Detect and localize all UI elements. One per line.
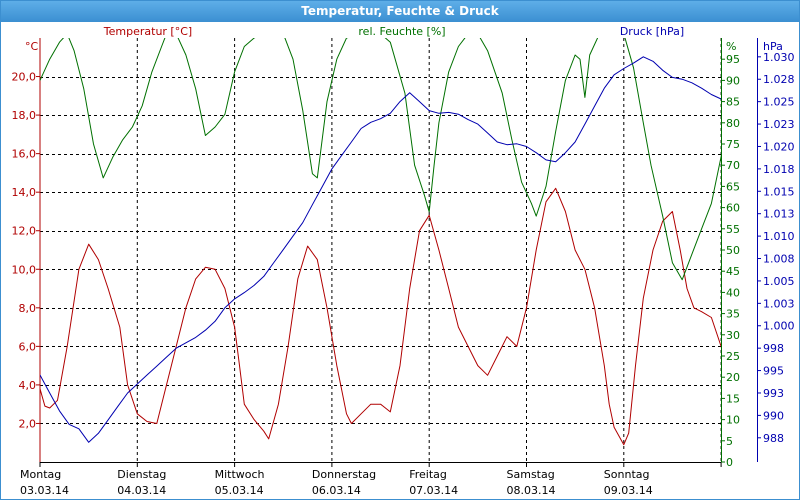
x-tick-day-label: Mittwoch xyxy=(215,468,265,481)
x-tick-day-label: Samstag xyxy=(507,468,555,481)
grid-lines xyxy=(40,38,722,462)
pressure-tick-label: 1.028 xyxy=(763,73,795,86)
temperature-tick-label: 12,0 xyxy=(12,225,37,238)
humidity-tick-label: 65 xyxy=(726,180,740,193)
humidity-tick-label: 5 xyxy=(726,435,733,448)
temperature-tick-label: 10,0 xyxy=(12,263,37,276)
x-tick-date-label: 05.03.14 xyxy=(215,484,264,497)
temperature-tick-label: 16,0 xyxy=(12,148,37,161)
pressure-tick-label: 1.018 xyxy=(763,163,795,176)
chart-title: Temperatur, Feuchte & Druck xyxy=(1,1,799,22)
pressure-unit-label: hPa xyxy=(763,40,783,53)
pressure-tick-label: 1.003 xyxy=(763,297,795,310)
pressure-tick-label: 1.005 xyxy=(763,275,795,288)
tick-labels: Montag03.03.14Dienstag04.03.14Mittwoch05… xyxy=(12,51,795,497)
pressure-line xyxy=(40,56,721,443)
pressure-tick-label: 1.008 xyxy=(763,253,795,266)
x-tick-date-label: 07.03.14 xyxy=(409,484,458,497)
pressure-tick-label: 993 xyxy=(763,387,784,400)
pressure-tick-label: 1.000 xyxy=(763,320,795,333)
humidity-tick-label: 55 xyxy=(726,223,740,236)
humidity-tick-label: 40 xyxy=(726,286,740,299)
temperature-tick-label: 2,0 xyxy=(19,417,37,430)
humidity-tick-label: 35 xyxy=(726,308,740,321)
humidity-tick-label: 0 xyxy=(726,456,733,469)
pressure-tick-label: 995 xyxy=(763,365,784,378)
pressure-axis-title: Druck [hPa] xyxy=(620,25,684,38)
humidity-tick-label: 20 xyxy=(726,371,740,384)
pressure-tick-label: 1.023 xyxy=(763,118,795,131)
humidity-tick-label: 25 xyxy=(726,350,740,363)
axes xyxy=(36,38,761,467)
humidity-tick-label: 90 xyxy=(726,74,740,87)
axis-headers: °C Temperatur [°C] rel. Feuchte [%] Druck [… xyxy=(25,25,783,53)
x-tick-day-label: Sonntag xyxy=(604,468,650,481)
x-tick-day-label: Donnerstag xyxy=(312,468,376,481)
humidity-line xyxy=(40,38,721,281)
x-tick-date-label: 06.03.14 xyxy=(312,484,361,497)
pressure-tick-label: 1.030 xyxy=(763,51,795,64)
temperature-tick-label: 18,0 xyxy=(12,109,37,122)
pressure-tick-label: 998 xyxy=(763,342,784,355)
temperature-tick-label: 6,0 xyxy=(19,340,37,353)
x-tick-date-label: 09.03.14 xyxy=(604,484,653,497)
x-tick-date-label: 04.03.14 xyxy=(117,484,166,497)
humidity-tick-label: 60 xyxy=(726,202,740,215)
temperature-axis-title: Temperatur [°C] xyxy=(103,25,192,38)
temperature-tick-label: 14,0 xyxy=(12,186,37,199)
temperature-line xyxy=(40,187,721,446)
series-lines xyxy=(40,38,721,446)
humidity-tick-label: 10 xyxy=(726,414,740,427)
temperature-tick-label: 20,0 xyxy=(12,71,37,84)
temperature-tick-label: 4,0 xyxy=(19,379,37,392)
humidity-tick-label: 70 xyxy=(726,159,740,172)
humidity-axis-title: rel. Feuchte [%] xyxy=(358,25,445,38)
humidity-tick-label: 80 xyxy=(726,117,740,130)
humidity-tick-label: 45 xyxy=(726,265,740,278)
humidity-tick-label: 85 xyxy=(726,96,740,109)
humidity-tick-label: 95 xyxy=(726,53,740,66)
pressure-tick-label: 1.025 xyxy=(763,96,795,109)
humidity-tick-label: 50 xyxy=(726,244,740,257)
pressure-tick-label: 1.020 xyxy=(763,140,795,153)
temperature-unit-label: °C xyxy=(25,40,39,53)
pressure-tick-label: 988 xyxy=(763,432,784,445)
x-tick-date-label: 03.03.14 xyxy=(20,484,69,497)
temperature-tick-label: 8,0 xyxy=(19,302,37,315)
pressure-tick-label: 990 xyxy=(763,409,784,422)
x-tick-day-label: Montag xyxy=(20,468,61,481)
pressure-tick-label: 1.013 xyxy=(763,208,795,221)
humidity-tick-label: 15 xyxy=(726,392,740,405)
humidity-tick-label: 75 xyxy=(726,138,740,151)
pressure-tick-label: 1.010 xyxy=(763,230,795,243)
x-tick-day-label: Dienstag xyxy=(117,468,166,481)
humidity-unit-label: % xyxy=(726,40,736,53)
x-tick-date-label: 08.03.14 xyxy=(507,484,556,497)
x-tick-day-label: Freitag xyxy=(409,468,447,481)
humidity-tick-label: 30 xyxy=(726,329,740,342)
pressure-tick-label: 1.015 xyxy=(763,185,795,198)
